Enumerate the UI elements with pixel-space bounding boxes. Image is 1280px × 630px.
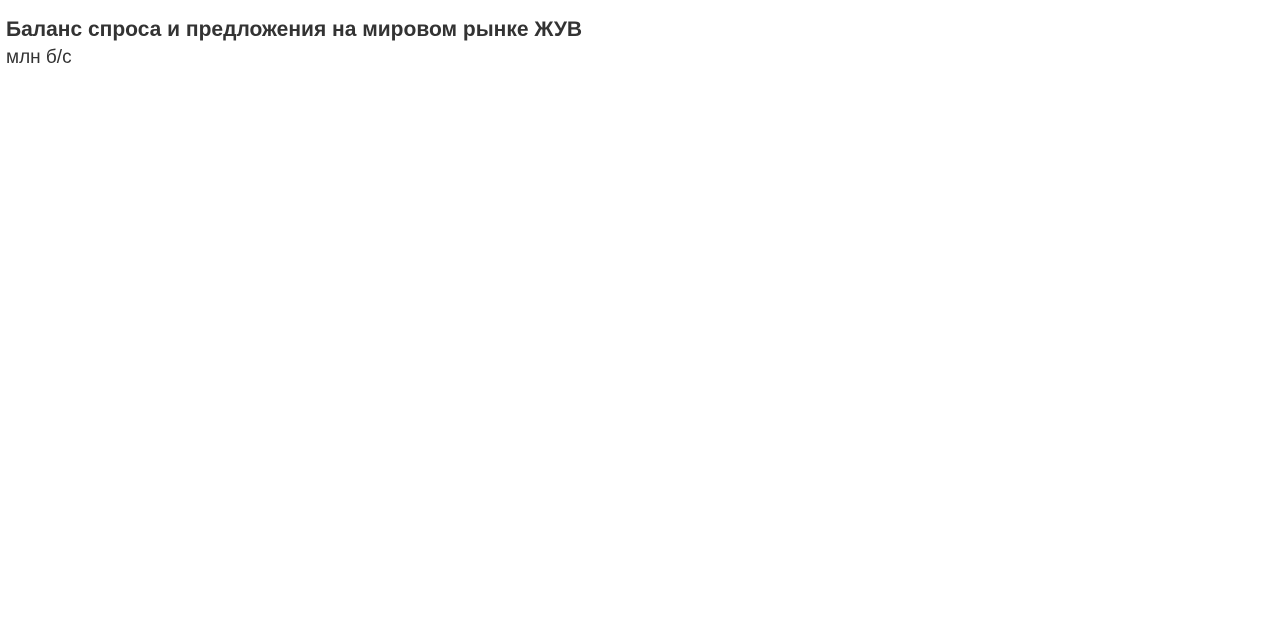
x-quarter-label: Q4 xyxy=(890,392,916,413)
stock-change-bar xyxy=(1217,557,1246,574)
stock-change-bar xyxy=(930,571,958,574)
x-quarter-label: Q4 xyxy=(233,392,259,413)
y-tick-label: -2 xyxy=(63,597,80,618)
y-tick-label: 4 xyxy=(69,502,80,523)
stock-increase-label: прирост запасов xyxy=(604,507,763,528)
y-tick-label: 0 xyxy=(69,355,80,376)
x-year-label: 2024 xyxy=(820,433,863,454)
stock-change-bar xyxy=(149,484,178,574)
x-year-label: 2020 xyxy=(163,433,205,454)
stock-change-bar xyxy=(971,565,999,574)
stock-change-bar xyxy=(806,571,835,574)
stock-change-bar xyxy=(519,558,548,574)
stock-change-bar xyxy=(601,555,630,574)
x-quarter-label: Q4 xyxy=(397,392,423,413)
y-tick-label: 2 xyxy=(69,534,80,555)
x-quarter-label: Q2 xyxy=(1137,392,1162,413)
y-tick-label: 110 xyxy=(50,76,80,97)
x-quarter-label: Q4 xyxy=(1219,392,1245,413)
stock-change-bar xyxy=(190,573,219,593)
y-tick-label: 6 xyxy=(69,470,80,491)
y-tick-label: 0 xyxy=(69,565,80,586)
series-line-demand xyxy=(120,130,1232,317)
stock-change-bar xyxy=(396,573,424,580)
stock-change-bar xyxy=(847,573,876,583)
x-quarter-label: Q1 xyxy=(110,392,135,413)
stock-change-bar xyxy=(313,573,342,596)
stock-change-bar xyxy=(1012,566,1041,574)
x-year-label: 2023 xyxy=(656,433,698,454)
x-quarter-label: Q3 xyxy=(1178,392,1203,413)
x-quarter-label: Q3 xyxy=(685,392,710,413)
x-quarter-label: Q1 xyxy=(1096,392,1121,413)
stock-change-bar xyxy=(560,547,589,574)
x-quarter-label: Q2 xyxy=(151,392,176,413)
stock-change-bar xyxy=(478,571,507,574)
stock-change-bar xyxy=(724,558,753,574)
stock-change-bar xyxy=(272,573,301,586)
stock-decrease-label: снижение запасов xyxy=(604,587,776,608)
y-tick-label: 85 xyxy=(59,317,80,338)
series-line-production xyxy=(120,120,1232,271)
x-year-label: 2025 xyxy=(984,433,1026,454)
stock-change-bar xyxy=(1135,558,1164,574)
stock-change-bar xyxy=(355,573,383,594)
x-quarter-label: Q1 xyxy=(603,392,628,413)
x-quarter-label: Q1 xyxy=(767,392,792,413)
x-quarter-label: Q3 xyxy=(356,392,381,413)
y-tick-label: 90 xyxy=(59,269,80,290)
x-quarter-label: Q2 xyxy=(972,392,997,413)
stock-change-bar xyxy=(1176,563,1205,574)
series-label-production: добыча xyxy=(588,130,666,152)
stock-change-bar xyxy=(437,568,466,574)
x-year-label: 2026 xyxy=(1149,433,1191,454)
plot-frame xyxy=(101,84,1253,365)
stock-change-bar xyxy=(888,571,917,574)
x-quarter-label: Q2 xyxy=(479,392,504,413)
stock-change-bar xyxy=(642,573,671,577)
y-tick-label: 100 xyxy=(48,173,80,194)
y-axis-unit: млн б/с xyxy=(6,47,72,68)
stock-change-bar xyxy=(1094,563,1123,574)
stock-change-bar xyxy=(683,573,712,580)
x-quarter-label: Q4 xyxy=(1054,392,1080,413)
forecast-label: прогноз xyxy=(1002,209,1066,229)
x-quarter-label: Q1 xyxy=(438,392,463,413)
y-tick-label: 95 xyxy=(59,221,80,242)
x-quarter-label: Q4 xyxy=(726,392,752,413)
stock-change-bar xyxy=(765,565,794,574)
stock-change-bar xyxy=(1053,560,1082,574)
stock-change-bar xyxy=(108,478,137,574)
x-year-label: 2022 xyxy=(492,433,534,454)
x-year-label: 2021 xyxy=(327,433,369,454)
x-quarter-label: Q4 xyxy=(562,392,588,413)
x-quarter-label: Q1 xyxy=(931,392,956,413)
y-tick-label: 105 xyxy=(48,124,80,145)
series-label-demand: спрос xyxy=(588,208,647,230)
x-quarter-label: Q3 xyxy=(521,392,546,413)
x-quarter-label: Q2 xyxy=(808,392,833,413)
x-quarter-label: Q1 xyxy=(274,392,299,413)
x-quarter-label: Q2 xyxy=(644,392,669,413)
chart-title: Баланс спроса и предложения на мировом р… xyxy=(6,18,583,41)
x-quarter-label: Q3 xyxy=(849,392,874,413)
x-quarter-label: Q3 xyxy=(1013,392,1038,413)
x-quarter-label: Q3 xyxy=(192,392,217,413)
x-quarter-label: Q2 xyxy=(315,392,340,413)
